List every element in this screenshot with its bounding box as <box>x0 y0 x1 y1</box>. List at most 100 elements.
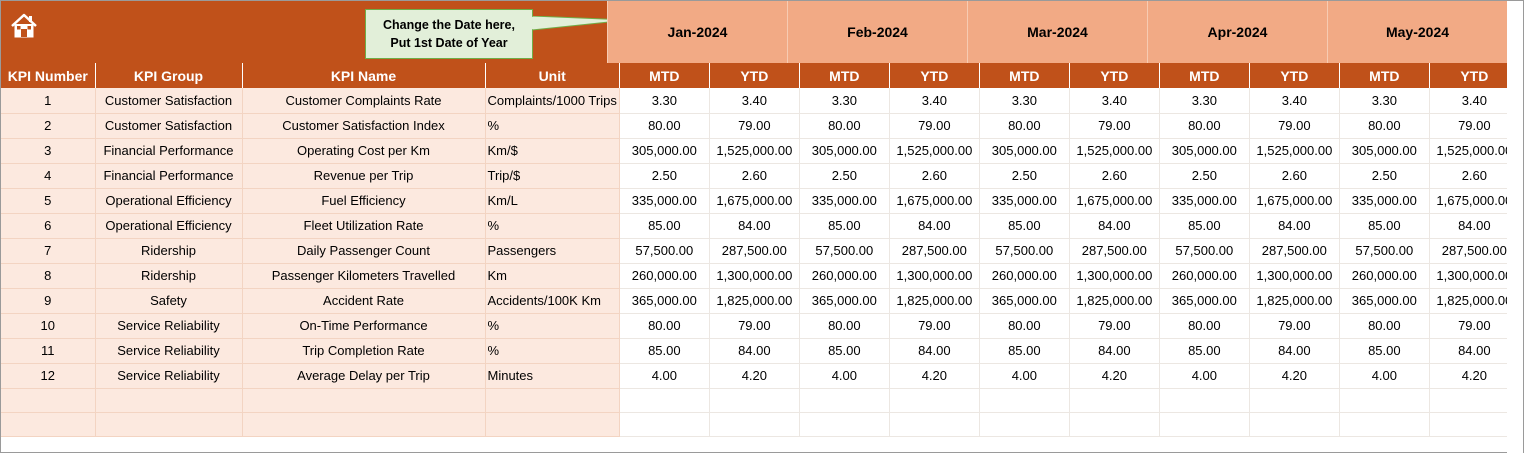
ytd-value-cell[interactable]: 4.20 <box>1249 363 1340 389</box>
ytd-value-cell[interactable]: 79.00 <box>1249 113 1340 139</box>
unit-cell[interactable]: Km <box>485 263 620 289</box>
mtd-value-cell[interactable]: 305,000.00 <box>1159 138 1250 164</box>
empty-cell[interactable] <box>1339 412 1430 437</box>
kpi-group-cell[interactable]: Customer Satisfaction <box>95 88 243 114</box>
ytd-value-cell[interactable]: 1,675,000.00 <box>1429 188 1520 214</box>
month-header-feb[interactable]: Feb-2024 <box>787 1 967 63</box>
empty-cell[interactable] <box>1429 388 1520 413</box>
mtd-value-cell[interactable]: 365,000.00 <box>1339 288 1430 314</box>
mtd-value-cell[interactable]: 260,000.00 <box>1159 263 1250 289</box>
ytd-value-cell[interactable]: 2.60 <box>1249 163 1340 189</box>
mtd-value-cell[interactable]: 3.30 <box>979 88 1070 114</box>
header-ytd[interactable]: YTD <box>889 63 980 88</box>
ytd-value-cell[interactable]: 2.60 <box>889 163 980 189</box>
empty-cell[interactable] <box>709 412 800 437</box>
mtd-value-cell[interactable]: 85.00 <box>619 338 710 364</box>
kpi-number-cell[interactable]: 5 <box>1 188 96 214</box>
mtd-value-cell[interactable]: 335,000.00 <box>799 188 890 214</box>
ytd-value-cell[interactable]: 1,300,000.00 <box>1249 263 1340 289</box>
header-mtd[interactable]: MTD <box>1159 63 1250 88</box>
home-icon[interactable] <box>9 11 39 41</box>
mtd-value-cell[interactable]: 85.00 <box>619 213 710 239</box>
ytd-value-cell[interactable]: 1,825,000.00 <box>1249 288 1340 314</box>
ytd-value-cell[interactable]: 287,500.00 <box>1069 238 1160 264</box>
ytd-value-cell[interactable]: 1,525,000.00 <box>1249 138 1340 164</box>
ytd-value-cell[interactable]: 79.00 <box>889 313 980 339</box>
empty-cell[interactable] <box>1069 388 1160 413</box>
kpi-name-cell[interactable]: Customer Complaints Rate <box>242 88 486 114</box>
empty-cell[interactable] <box>889 412 980 437</box>
mtd-value-cell[interactable]: 305,000.00 <box>979 138 1070 164</box>
kpi-group-cell[interactable]: Operational Efficiency <box>95 213 243 239</box>
empty-cell[interactable] <box>485 388 620 413</box>
kpi-group-cell[interactable]: Service Reliability <box>95 313 243 339</box>
mtd-value-cell[interactable]: 85.00 <box>979 338 1070 364</box>
ytd-value-cell[interactable]: 3.40 <box>1429 88 1520 114</box>
kpi-name-cell[interactable]: Fuel Efficiency <box>242 188 486 214</box>
header-mtd[interactable]: MTD <box>1339 63 1430 88</box>
mtd-value-cell[interactable]: 85.00 <box>1159 338 1250 364</box>
unit-cell[interactable]: Accidents/100K Km <box>485 288 620 314</box>
ytd-value-cell[interactable]: 79.00 <box>1069 313 1160 339</box>
header-ytd[interactable]: YTD <box>1249 63 1340 88</box>
empty-cell[interactable] <box>799 412 890 437</box>
mtd-value-cell[interactable]: 4.00 <box>619 363 710 389</box>
header-mtd[interactable]: MTD <box>979 63 1070 88</box>
ytd-value-cell[interactable]: 1,525,000.00 <box>1429 138 1520 164</box>
header-ytd[interactable]: YTD <box>709 63 800 88</box>
kpi-group-cell[interactable]: Safety <box>95 288 243 314</box>
mtd-value-cell[interactable]: 57,500.00 <box>619 238 710 264</box>
mtd-value-cell[interactable]: 365,000.00 <box>979 288 1070 314</box>
month-header-apr[interactable]: Apr-2024 <box>1147 1 1327 63</box>
empty-cell[interactable] <box>889 388 980 413</box>
empty-cell[interactable] <box>95 388 243 413</box>
mtd-value-cell[interactable]: 3.30 <box>619 88 710 114</box>
empty-cell[interactable] <box>1249 388 1340 413</box>
mtd-value-cell[interactable]: 80.00 <box>979 313 1070 339</box>
mtd-value-cell[interactable]: 80.00 <box>619 313 710 339</box>
kpi-number-cell[interactable]: 1 <box>1 88 96 114</box>
mtd-value-cell[interactable]: 4.00 <box>1339 363 1430 389</box>
kpi-number-cell[interactable]: 12 <box>1 363 96 389</box>
empty-cell[interactable] <box>1069 412 1160 437</box>
ytd-value-cell[interactable]: 84.00 <box>709 213 800 239</box>
mtd-value-cell[interactable]: 80.00 <box>979 113 1070 139</box>
kpi-number-cell[interactable]: 6 <box>1 213 96 239</box>
mtd-value-cell[interactable]: 85.00 <box>799 338 890 364</box>
ytd-value-cell[interactable]: 1,675,000.00 <box>1249 188 1340 214</box>
ytd-value-cell[interactable]: 84.00 <box>1249 213 1340 239</box>
ytd-value-cell[interactable]: 1,300,000.00 <box>889 263 980 289</box>
ytd-value-cell[interactable]: 1,825,000.00 <box>889 288 980 314</box>
header-kpi-group[interactable]: KPI Group <box>95 63 243 88</box>
kpi-name-cell[interactable]: Customer Satisfaction Index <box>242 113 486 139</box>
ytd-value-cell[interactable]: 79.00 <box>1249 313 1340 339</box>
kpi-number-cell[interactable]: 11 <box>1 338 96 364</box>
mtd-value-cell[interactable]: 80.00 <box>1159 113 1250 139</box>
ytd-value-cell[interactable]: 4.20 <box>889 363 980 389</box>
mtd-value-cell[interactable]: 57,500.00 <box>1339 238 1430 264</box>
kpi-number-cell[interactable]: 10 <box>1 313 96 339</box>
kpi-number-cell[interactable]: 2 <box>1 113 96 139</box>
ytd-value-cell[interactable]: 1,525,000.00 <box>709 138 800 164</box>
unit-cell[interactable]: Km/L <box>485 188 620 214</box>
ytd-value-cell[interactable]: 84.00 <box>1069 338 1160 364</box>
mtd-value-cell[interactable]: 57,500.00 <box>799 238 890 264</box>
mtd-value-cell[interactable]: 85.00 <box>799 213 890 239</box>
empty-cell[interactable] <box>242 412 486 437</box>
empty-cell[interactable] <box>1159 388 1250 413</box>
kpi-group-cell[interactable]: Financial Performance <box>95 138 243 164</box>
mtd-value-cell[interactable]: 305,000.00 <box>1339 138 1430 164</box>
unit-cell[interactable]: % <box>485 213 620 239</box>
ytd-value-cell[interactable]: 4.20 <box>1069 363 1160 389</box>
empty-cell[interactable] <box>1249 412 1340 437</box>
ytd-value-cell[interactable]: 2.60 <box>709 163 800 189</box>
ytd-value-cell[interactable]: 79.00 <box>1429 113 1520 139</box>
ytd-value-cell[interactable]: 3.40 <box>709 88 800 114</box>
unit-cell[interactable]: Minutes <box>485 363 620 389</box>
mtd-value-cell[interactable]: 80.00 <box>619 113 710 139</box>
ytd-value-cell[interactable]: 1,675,000.00 <box>709 188 800 214</box>
month-header-may[interactable]: May-2024 <box>1327 1 1507 63</box>
mtd-value-cell[interactable]: 305,000.00 <box>619 138 710 164</box>
mtd-value-cell[interactable]: 3.30 <box>799 88 890 114</box>
empty-cell[interactable] <box>1159 412 1250 437</box>
